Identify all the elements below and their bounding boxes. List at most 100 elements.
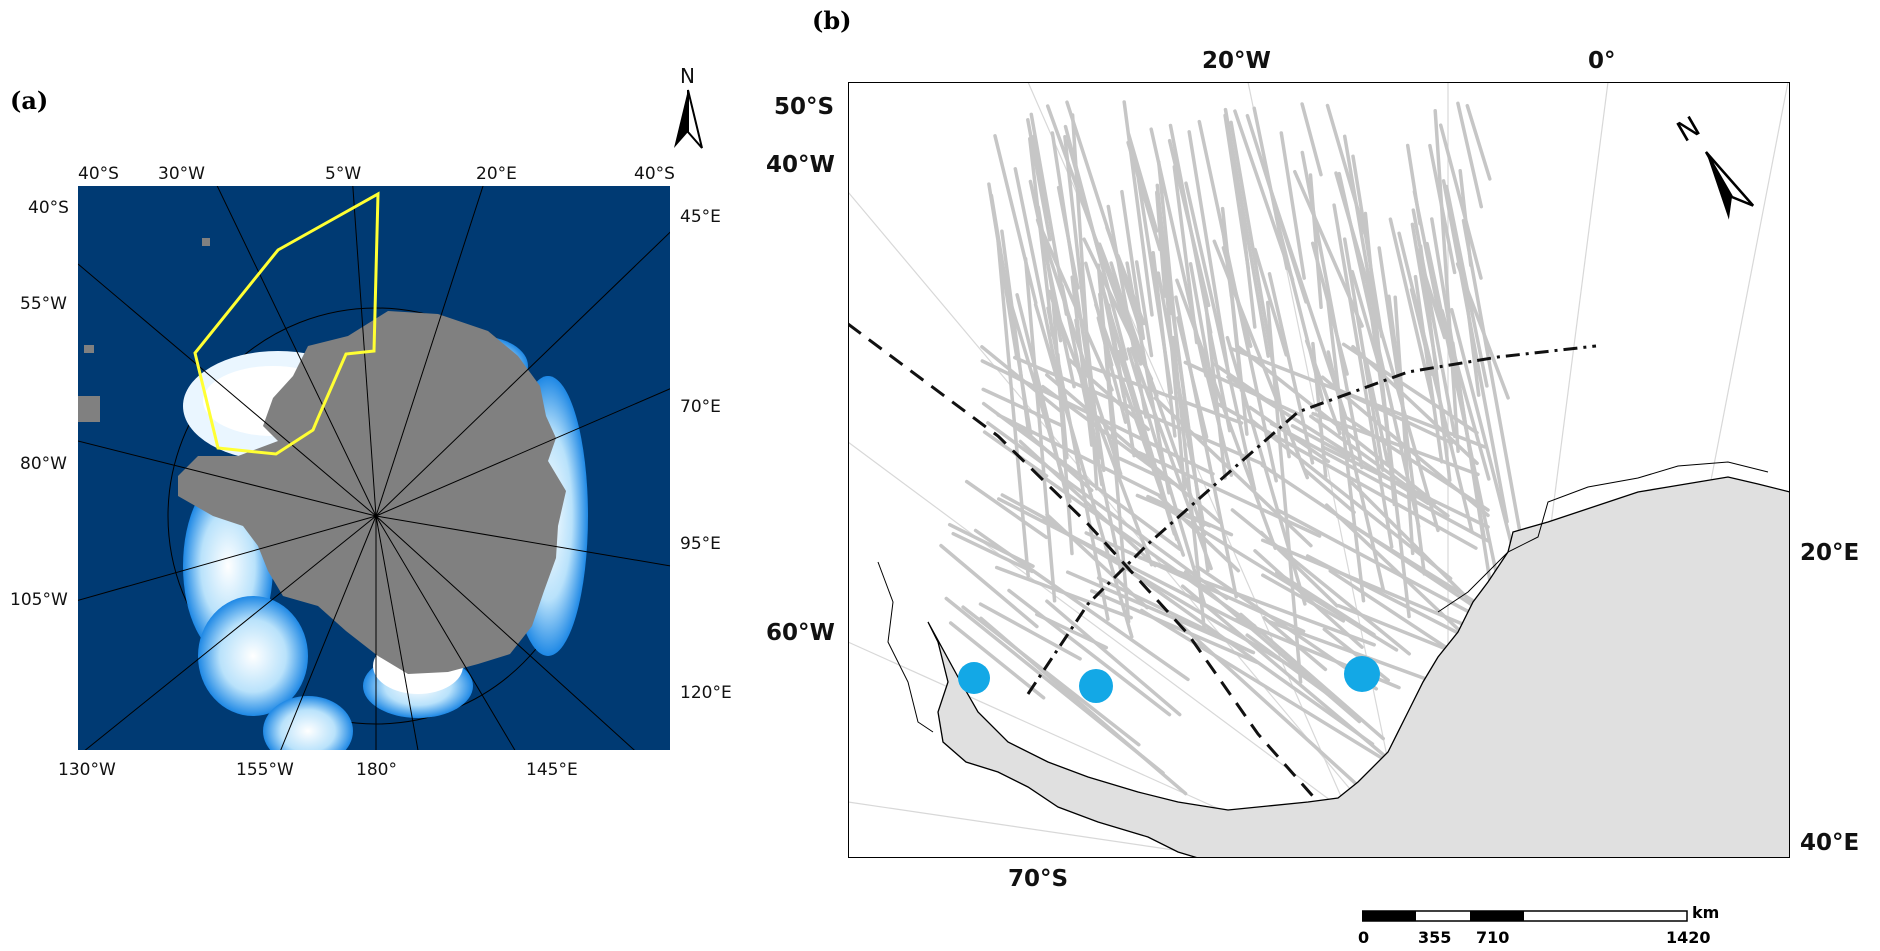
lon-label-120e: 120°E (680, 683, 732, 703)
track-segment (1013, 355, 1266, 467)
lon-label-80w: 80°W (20, 454, 67, 474)
track-segment (1239, 612, 1385, 741)
track-segment (1262, 616, 1328, 672)
lat-label-50s-b: 50°S (774, 94, 835, 120)
track-segment (1137, 555, 1376, 647)
track-segment (1117, 456, 1178, 487)
site-point (958, 662, 990, 694)
track-segment (1276, 508, 1490, 624)
track-segment (964, 479, 1049, 540)
track-segment (1364, 357, 1390, 467)
track-segment (1000, 229, 1031, 437)
track-segment (1269, 421, 1490, 543)
track-segment (994, 565, 1133, 620)
track-segment (1132, 572, 1375, 746)
track-segment (1325, 103, 1367, 235)
track-segment (1236, 345, 1437, 505)
track-segment (1230, 508, 1411, 656)
dash-dot-boundary (1026, 344, 1597, 695)
north-label-a: N (680, 64, 695, 88)
track-segment (1065, 100, 1141, 327)
track-segment (1430, 217, 1486, 539)
track-segment (947, 522, 1035, 568)
track-segment (1331, 385, 1454, 445)
lat-label-70s-b: 70°S (1008, 866, 1069, 892)
track-segment (1084, 261, 1114, 367)
track-segment (1183, 360, 1302, 417)
track-segment (996, 413, 1164, 499)
antarctica-landmass (178, 311, 566, 674)
north-arrow-icon (674, 89, 703, 149)
lat-label-top-right: 40°S (634, 164, 675, 184)
track-segment (1161, 504, 1399, 652)
track-segment (1045, 373, 1222, 525)
track-segment (1245, 633, 1335, 700)
track-segment (1176, 316, 1209, 439)
antarctic-sea-ice-map (78, 186, 670, 750)
track-segment (1065, 570, 1256, 655)
track-segment (1349, 480, 1490, 621)
lon-label-30w: 30°W (158, 164, 205, 184)
dashed-boundary (848, 322, 1320, 803)
track-segment (1146, 494, 1234, 537)
lon-label-180: 180° (356, 760, 397, 780)
lon-label-55w: 55°W (20, 294, 67, 314)
track-segment (1017, 424, 1094, 493)
track-segment (1045, 104, 1143, 366)
lon-label-70e: 70°E (680, 397, 721, 417)
track-segment (996, 497, 1262, 635)
track-density-map: N (848, 82, 1790, 858)
scale-tick-0: 0 (1358, 928, 1370, 947)
track-segment (981, 401, 1182, 551)
scale-tick-1420: 1420 (1666, 928, 1711, 947)
track-segment (1212, 362, 1267, 401)
track-segment (1334, 171, 1440, 533)
track-segment (1249, 418, 1453, 581)
track-segment (1013, 167, 1062, 389)
lat-label-left: 40°S (28, 198, 69, 218)
antarctic-land (927, 476, 1790, 858)
track-segment (1223, 107, 1270, 358)
track-segment (1167, 138, 1211, 308)
track-segment (1000, 493, 1060, 527)
track-segment (1220, 206, 1249, 436)
satellite-tracks (939, 100, 1535, 802)
lon-label-145e: 145°E (526, 760, 578, 780)
track-segment (986, 421, 1229, 601)
lon-label-20w-b: 20°W (1202, 48, 1271, 74)
track-segment (944, 596, 1165, 775)
lon-label-155w: 155°W (236, 760, 294, 780)
track-segment (1456, 101, 1484, 209)
track-segment (1309, 414, 1450, 518)
track-segment (1260, 463, 1474, 607)
track-segment (1239, 209, 1257, 329)
track-segment (1109, 261, 1142, 363)
lon-label-5w: 5°W (325, 164, 362, 184)
lon-label-130w: 130°W (58, 760, 116, 780)
track-segment (981, 387, 1066, 429)
track-segment (1090, 589, 1259, 665)
track-segment (1125, 261, 1171, 495)
panel-a-label: (a) (10, 86, 49, 115)
track-segment (1290, 424, 1352, 459)
track-segment (1332, 203, 1394, 549)
lon-label-45e: 45°E (680, 207, 721, 227)
scale-bar-unit: km (1692, 903, 1720, 922)
site-point (1079, 669, 1113, 703)
track-segment (1328, 569, 1463, 660)
lon-label-20e: 20°E (476, 164, 517, 184)
track-segment (1063, 134, 1102, 460)
track-segment (1253, 549, 1364, 649)
track-segment (1134, 260, 1154, 358)
track-segment (1137, 451, 1322, 538)
track-segment (1056, 353, 1069, 460)
track-segment (1187, 130, 1232, 382)
track-segment (1342, 414, 1490, 512)
lon-label-105w: 105°W (10, 590, 68, 610)
track-segment (1405, 143, 1422, 226)
track-segment (1455, 262, 1510, 400)
track-segment (987, 182, 1019, 361)
lon-label-20e-b: 20°E (1800, 540, 1860, 566)
track-segment (1126, 140, 1162, 252)
track-segment (1089, 365, 1244, 425)
